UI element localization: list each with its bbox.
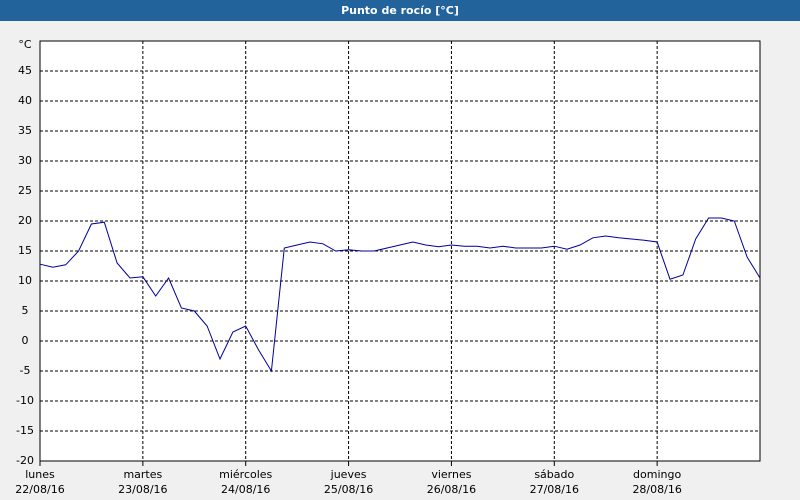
y-tick-label: 30 [18, 154, 32, 167]
y-tick-label: 45 [18, 64, 32, 77]
x-tick-label: miércoles [219, 468, 272, 481]
x-tick-label: viernes [431, 468, 471, 481]
y-tick-label: 20 [18, 214, 32, 227]
x-tick-label: 28/08/16 [632, 483, 681, 496]
x-tick-label: 24/08/16 [221, 483, 270, 496]
title-bar: Punto de rocío [°C] [0, 0, 800, 21]
y-tick-label: 0 [22, 334, 29, 347]
y-tick-label: -20 [16, 454, 34, 467]
y-tick-label: 5 [22, 304, 29, 317]
y-tick-label: -15 [16, 424, 34, 437]
y-tick-label: 25 [18, 184, 32, 197]
y-tick-label: 40 [18, 94, 32, 107]
x-tick-label: jueves [330, 468, 367, 481]
y-tick-label: -10 [16, 394, 34, 407]
x-tick-label: lunes [25, 468, 55, 481]
y-tick-label: -5 [20, 364, 31, 377]
y-tick-label: 35 [18, 124, 32, 137]
x-tick-label: 27/08/16 [530, 483, 579, 496]
x-tick-label: 23/08/16 [118, 483, 167, 496]
x-tick-label: 22/08/16 [15, 483, 64, 496]
x-tick-label: sábado [534, 468, 574, 481]
x-tick-label: domingo [633, 468, 681, 481]
series-line [39, 217, 761, 373]
y-tick-label: 15 [18, 244, 32, 257]
y-tick-label: 10 [18, 274, 32, 287]
x-tick-label: 26/08/16 [427, 483, 476, 496]
x-tick-label: martes [123, 468, 162, 481]
x-tick-label: 25/08/16 [324, 483, 373, 496]
y-tick-label: °C [18, 38, 32, 51]
